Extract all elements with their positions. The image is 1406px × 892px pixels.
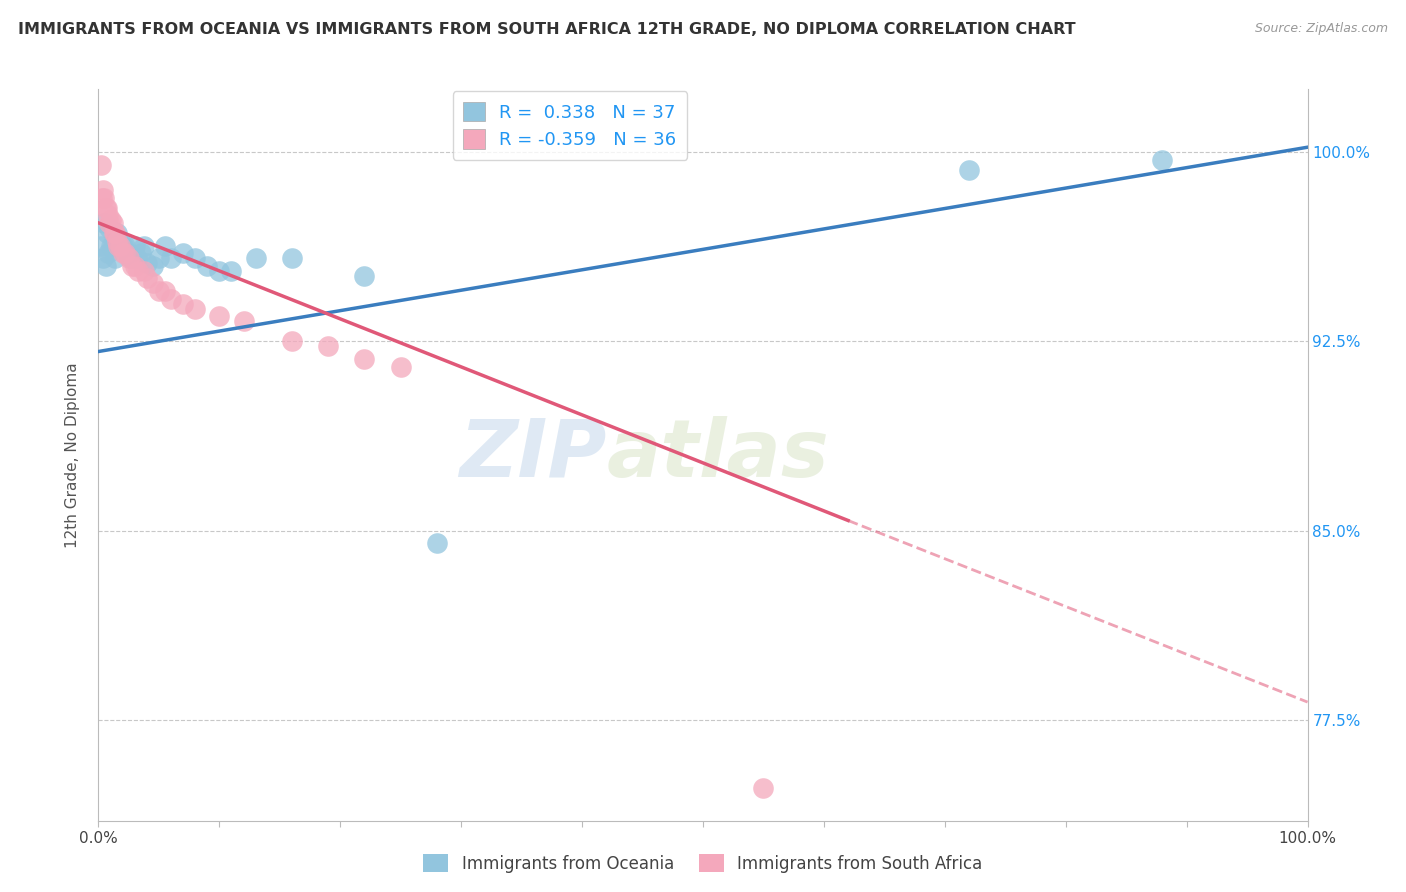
Point [98, 221, 121, 235]
Point [135, 271, 157, 285]
Point [316, 339, 339, 353]
Point [91, 191, 114, 205]
Point [124, 259, 146, 273]
Point [134, 264, 156, 278]
Point [93, 216, 115, 230]
Point [127, 251, 149, 265]
Point [107, 234, 129, 248]
Point [108, 238, 131, 252]
Point [101, 216, 124, 230]
Point [94, 201, 117, 215]
Point [108, 234, 131, 248]
Point [91, 251, 114, 265]
Point [184, 301, 207, 316]
Point [172, 246, 194, 260]
Point [91, 183, 114, 197]
Point [135, 256, 157, 270]
Point [103, 226, 125, 240]
Point [134, 238, 156, 252]
Point [124, 238, 146, 252]
Point [97, 246, 120, 260]
Point [957, 162, 980, 177]
Point [90, 238, 112, 252]
Point [120, 251, 142, 265]
Point [114, 238, 136, 252]
Point [129, 246, 152, 260]
Point [107, 238, 129, 252]
Point [100, 238, 122, 252]
Y-axis label: 12th Grade, No Diploma: 12th Grade, No Diploma [65, 362, 80, 548]
Point [111, 246, 134, 260]
Point [208, 309, 231, 323]
Point [148, 251, 170, 265]
Point [153, 284, 176, 298]
Point [426, 536, 449, 550]
Point [232, 314, 254, 328]
Text: atlas: atlas [606, 416, 830, 494]
Legend: R =  0.338   N = 37, R = -0.359   N = 36: R = 0.338 N = 37, R = -0.359 N = 36 [453, 91, 688, 160]
Point [98, 216, 121, 230]
Point [142, 259, 165, 273]
Text: IMMIGRANTS FROM OCEANIA VS IMMIGRANTS FROM SOUTH AFRICA 12TH GRADE, NO DIPLOMA C: IMMIGRANTS FROM OCEANIA VS IMMIGRANTS FR… [18, 22, 1076, 37]
Point [121, 259, 143, 273]
Point [160, 251, 183, 265]
Point [97, 208, 120, 222]
Point [105, 226, 128, 240]
Point [127, 264, 149, 278]
Text: Source: ZipAtlas.com: Source: ZipAtlas.com [1254, 22, 1388, 36]
Point [96, 201, 118, 215]
Point [94, 259, 117, 273]
Point [104, 251, 127, 265]
Point [184, 251, 207, 265]
Point [111, 238, 134, 252]
Point [100, 213, 122, 227]
Point [90, 158, 112, 172]
Point [245, 251, 267, 265]
Point [142, 277, 165, 291]
Point [221, 264, 243, 278]
Point [281, 334, 304, 349]
Point [353, 352, 375, 367]
Point [172, 296, 194, 310]
Legend: Immigrants from Oceania, Immigrants from South Africa: Immigrants from Oceania, Immigrants from… [416, 847, 990, 880]
Point [208, 264, 231, 278]
Point [752, 780, 775, 795]
Point [153, 238, 176, 252]
Text: ZIP: ZIP [458, 416, 606, 494]
Point [104, 226, 127, 240]
Point [160, 292, 183, 306]
Point [118, 246, 141, 260]
Point [101, 238, 124, 252]
Point [93, 191, 115, 205]
Point [118, 251, 141, 265]
Point [353, 268, 375, 283]
Point [148, 284, 170, 298]
Point [389, 359, 412, 374]
Point [281, 251, 304, 265]
Point [105, 234, 128, 248]
Point [114, 246, 136, 260]
Point [96, 226, 118, 240]
Point [195, 259, 218, 273]
Point [1152, 153, 1174, 167]
